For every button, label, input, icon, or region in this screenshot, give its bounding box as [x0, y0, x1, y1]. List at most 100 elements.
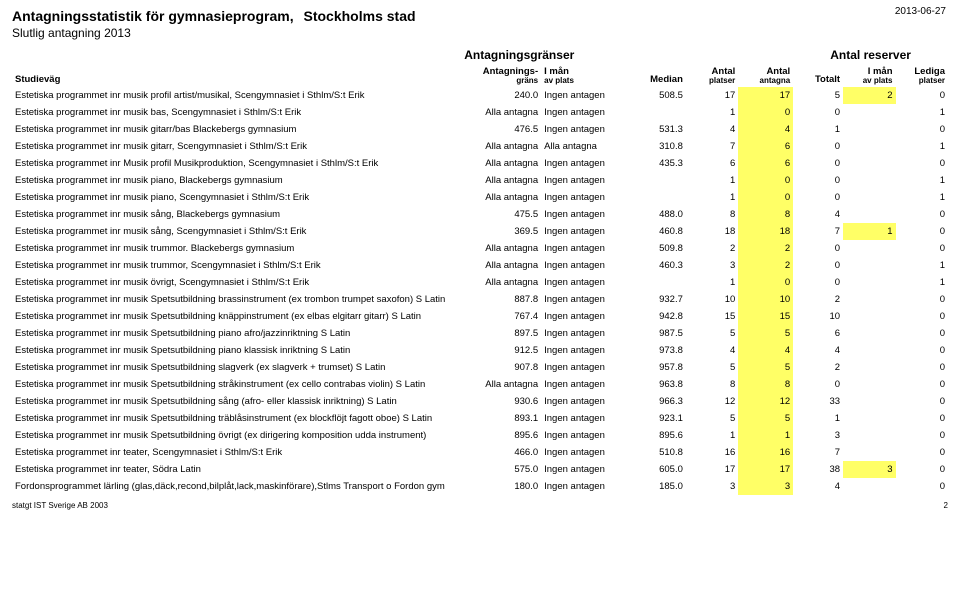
cell-ap: 6 — [686, 155, 738, 172]
cell-i: Ingen antagen — [541, 155, 631, 172]
table-row: Estetiska programmet inr musik Spetsutbi… — [12, 291, 948, 308]
cell-i: Ingen antagen — [541, 240, 631, 257]
cell-aa: 0 — [738, 274, 793, 291]
cell-ap: 3 — [686, 478, 738, 495]
cell-t: 10 — [793, 308, 843, 325]
cell-ap: 8 — [686, 376, 738, 393]
cell-ap: 5 — [686, 325, 738, 342]
cell-i2 — [843, 206, 895, 223]
cell-t: 0 — [793, 138, 843, 155]
footer: statgt IST Sverige AB 2003 2 — [12, 501, 948, 510]
table-row: Estetiska programmet inr musik profil ar… — [12, 87, 948, 104]
cell-ap: 15 — [686, 308, 738, 325]
table-row: Estetiska programmet inr teater, Södra L… — [12, 461, 948, 478]
cell-m: 310.8 — [631, 138, 686, 155]
cell-i2 — [843, 257, 895, 274]
cell-ap: 8 — [686, 206, 738, 223]
cell-g: Alla antagna — [461, 189, 541, 206]
cell-t: 7 — [793, 444, 843, 461]
table-row: Estetiska programmet inr musik piano, Bl… — [12, 172, 948, 189]
cell-l: 0 — [896, 410, 949, 427]
cell-l: 1 — [896, 189, 949, 206]
footer-left: statgt IST Sverige AB 2003 — [12, 501, 108, 510]
cell-t: 0 — [793, 376, 843, 393]
cell-m: 987.5 — [631, 325, 686, 342]
cell-t: 4 — [793, 342, 843, 359]
cell-ap: 5 — [686, 359, 738, 376]
cell-i: Ingen antagen — [541, 104, 631, 121]
cell-aa: 16 — [738, 444, 793, 461]
cell-g: Alla antagna — [461, 138, 541, 155]
cell-p: Estetiska programmet inr musik profil ar… — [12, 87, 461, 104]
cell-g: 476.5 — [461, 121, 541, 138]
cell-t: 38 — [793, 461, 843, 478]
cell-i: Ingen antagen — [541, 291, 631, 308]
cell-t: 0 — [793, 189, 843, 206]
cell-aa: 15 — [738, 308, 793, 325]
table-row: Estetiska programmet inr musik Spetsutbi… — [12, 427, 948, 444]
cell-t: 33 — [793, 393, 843, 410]
cell-ap: 1 — [686, 427, 738, 444]
cell-i: Ingen antagen — [541, 376, 631, 393]
cell-m: 957.8 — [631, 359, 686, 376]
cell-m — [631, 172, 686, 189]
cell-i: Ingen antagen — [541, 461, 631, 478]
cell-i: Ingen antagen — [541, 121, 631, 138]
cell-p: Fordonsprogrammet lärling (glas,däck,rec… — [12, 478, 461, 495]
cell-g: 893.1 — [461, 410, 541, 427]
cell-i2 — [843, 342, 895, 359]
cell-p: Estetiska programmet inr musik Spetsutbi… — [12, 308, 461, 325]
group-header-row: Antagningsgränser Antal reserver — [12, 46, 948, 64]
col-studievag: Studieväg — [12, 64, 461, 87]
table-row: Estetiska programmet inr musik Spetsutbi… — [12, 393, 948, 410]
table-row: Estetiska programmet inr musik övrigt, S… — [12, 274, 948, 291]
cell-g: Alla antagna — [461, 172, 541, 189]
cell-p: Estetiska programmet inr teater, Södra L… — [12, 461, 461, 478]
cell-m: 966.3 — [631, 393, 686, 410]
cell-aa: 5 — [738, 410, 793, 427]
cell-p: Estetiska programmet inr musik Spetsutbi… — [12, 342, 461, 359]
cell-aa: 17 — [738, 87, 793, 104]
cell-l: 0 — [896, 325, 949, 342]
cell-ap: 10 — [686, 291, 738, 308]
cell-i2 — [843, 410, 895, 427]
cell-g: 897.5 — [461, 325, 541, 342]
cell-t: 0 — [793, 104, 843, 121]
table-row: Estetiska programmet inr musik Spetsutbi… — [12, 376, 948, 393]
cell-p: Estetiska programmet inr musik Spetsutbi… — [12, 325, 461, 342]
cell-aa: 4 — [738, 121, 793, 138]
page: 2013-06-27 Antagningsstatistik för gymna… — [0, 0, 960, 516]
cell-m: 963.8 — [631, 376, 686, 393]
cell-t: 2 — [793, 359, 843, 376]
cell-i: Ingen antagen — [541, 427, 631, 444]
cell-ap: 5 — [686, 410, 738, 427]
cell-ap: 16 — [686, 444, 738, 461]
cell-i: Ingen antagen — [541, 410, 631, 427]
cell-l: 0 — [896, 444, 949, 461]
cell-i2 — [843, 393, 895, 410]
cell-ap: 3 — [686, 257, 738, 274]
cell-i2 — [843, 291, 895, 308]
cell-ap: 7 — [686, 138, 738, 155]
footer-page: 2 — [944, 501, 948, 510]
cell-i2 — [843, 104, 895, 121]
cell-g: Alla antagna — [461, 155, 541, 172]
cell-g: 475.5 — [461, 206, 541, 223]
cell-p: Estetiska programmet inr musik sång, Bla… — [12, 206, 461, 223]
cell-aa: 10 — [738, 291, 793, 308]
col-median: Median — [631, 64, 686, 87]
cell-g: 887.8 — [461, 291, 541, 308]
cell-g: 767.4 — [461, 308, 541, 325]
cell-i2 — [843, 155, 895, 172]
cell-l: 0 — [896, 342, 949, 359]
table-row: Estetiska programmet inr musik Spetsutbi… — [12, 359, 948, 376]
cell-g: Alla antagna — [461, 240, 541, 257]
cell-t: 4 — [793, 206, 843, 223]
cell-i2: 3 — [843, 461, 895, 478]
cell-t: 6 — [793, 325, 843, 342]
cell-l: 0 — [896, 427, 949, 444]
cell-p: Estetiska programmet inr musik Spetsutbi… — [12, 427, 461, 444]
cell-aa: 4 — [738, 342, 793, 359]
cell-i2 — [843, 121, 895, 138]
cell-m: 932.7 — [631, 291, 686, 308]
